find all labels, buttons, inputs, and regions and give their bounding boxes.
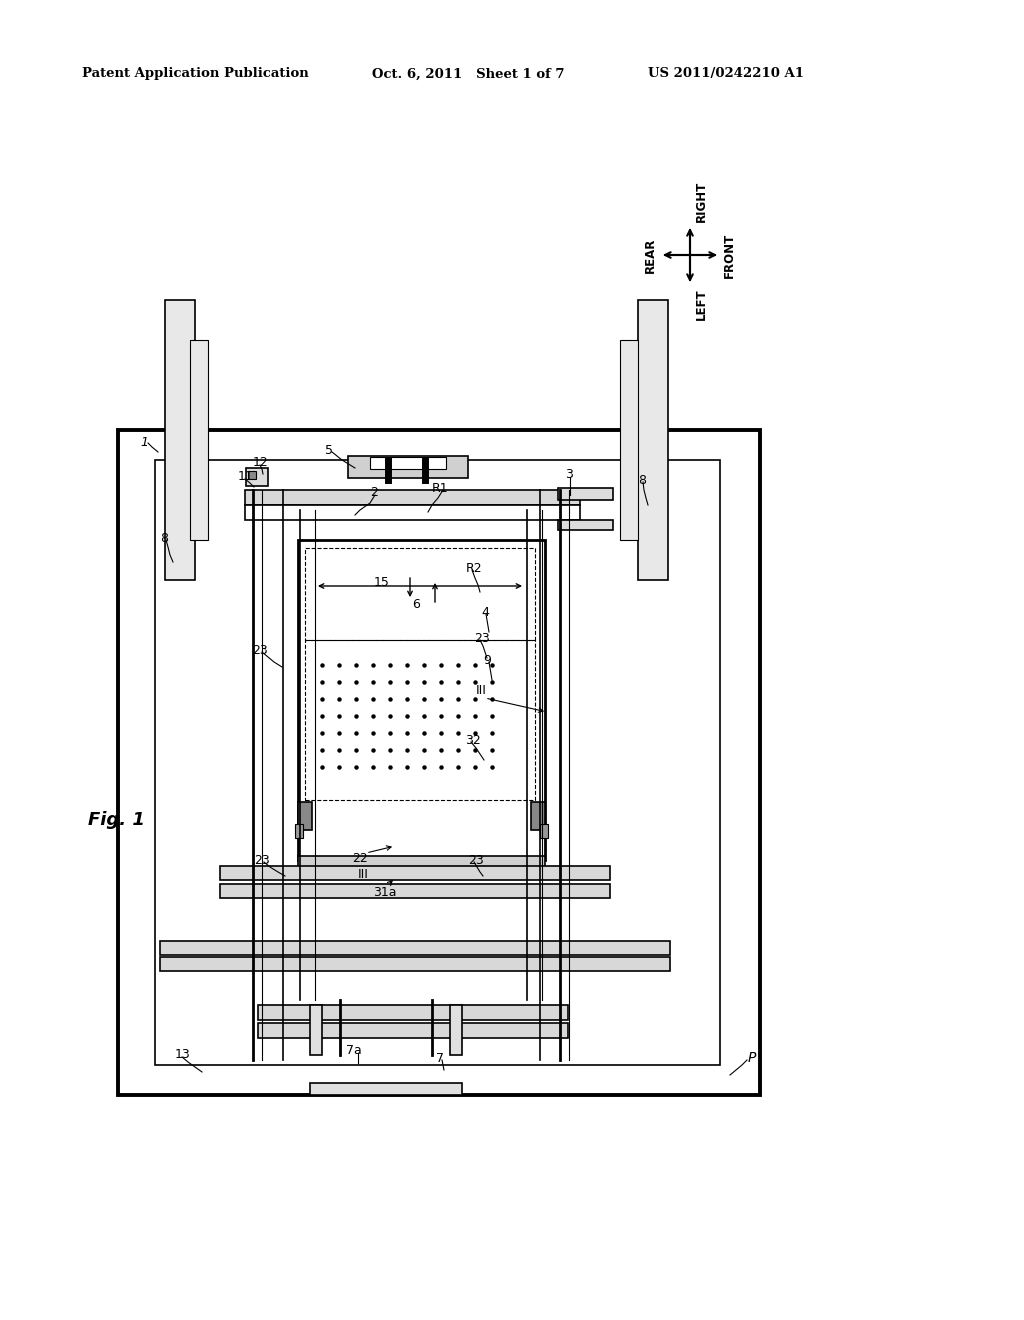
Bar — [258, 1023, 568, 1038]
Text: 5: 5 — [325, 444, 333, 457]
Bar — [298, 540, 545, 861]
Bar — [540, 824, 548, 838]
Bar — [310, 1005, 322, 1055]
Text: 32: 32 — [465, 734, 480, 747]
Text: REAR: REAR — [644, 238, 657, 273]
Bar — [258, 1005, 568, 1020]
Bar — [558, 520, 613, 531]
Bar — [348, 455, 468, 478]
Bar — [450, 1005, 462, 1055]
Bar — [165, 300, 195, 579]
Text: RIGHT: RIGHT — [695, 181, 708, 222]
Bar — [638, 300, 668, 579]
Text: R1: R1 — [432, 482, 449, 495]
Text: 9: 9 — [483, 653, 490, 667]
Text: 11: 11 — [238, 470, 254, 483]
Bar — [305, 548, 535, 640]
Text: 15: 15 — [374, 577, 390, 590]
Bar — [220, 866, 610, 880]
Text: FRONT: FRONT — [723, 232, 736, 277]
Text: 7: 7 — [436, 1052, 444, 1064]
Bar — [310, 1082, 462, 1096]
Text: III: III — [357, 869, 369, 882]
Text: Fig. 1: Fig. 1 — [88, 810, 144, 829]
Text: 1: 1 — [140, 437, 148, 450]
Bar — [531, 803, 545, 830]
Bar — [220, 884, 610, 898]
Text: 6: 6 — [412, 598, 420, 611]
Text: 3: 3 — [565, 469, 572, 482]
Bar — [298, 803, 312, 830]
Text: 31a: 31a — [374, 886, 396, 899]
Text: P: P — [748, 1051, 757, 1065]
Text: Oct. 6, 2011   Sheet 1 of 7: Oct. 6, 2011 Sheet 1 of 7 — [372, 67, 564, 81]
Bar — [295, 824, 303, 838]
Text: 22: 22 — [352, 851, 368, 865]
Bar — [558, 488, 613, 500]
Bar — [620, 341, 638, 540]
Text: 13: 13 — [175, 1048, 190, 1061]
Text: 23: 23 — [252, 644, 267, 656]
Text: 12: 12 — [253, 455, 268, 469]
Text: III: III — [476, 684, 486, 697]
Bar — [370, 457, 446, 469]
Text: Patent Application Publication: Patent Application Publication — [82, 67, 309, 81]
Bar — [118, 430, 760, 1096]
Bar — [155, 459, 720, 1065]
Text: LEFT: LEFT — [695, 288, 708, 319]
Bar — [298, 855, 545, 869]
Bar — [248, 471, 256, 479]
Text: 4: 4 — [481, 606, 488, 619]
Text: R2: R2 — [466, 561, 482, 574]
Bar — [245, 506, 580, 520]
Text: 23: 23 — [468, 854, 483, 866]
Bar — [160, 941, 670, 954]
Text: 2: 2 — [370, 487, 378, 499]
Bar — [245, 490, 580, 506]
Text: 8: 8 — [160, 532, 168, 544]
Bar — [305, 640, 535, 800]
Text: US 2011/0242210 A1: US 2011/0242210 A1 — [648, 67, 804, 81]
Text: 23: 23 — [474, 631, 489, 644]
Text: 8: 8 — [638, 474, 646, 487]
Bar — [160, 957, 670, 972]
Text: 23: 23 — [254, 854, 269, 866]
Bar — [190, 341, 208, 540]
Text: 7a: 7a — [346, 1044, 361, 1056]
Bar — [246, 469, 268, 486]
